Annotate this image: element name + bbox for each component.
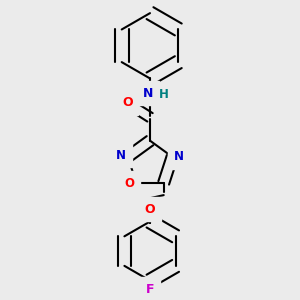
Text: O: O [145, 202, 155, 216]
Text: N: N [116, 149, 126, 162]
Text: H: H [159, 88, 169, 101]
Text: F: F [146, 283, 154, 296]
Text: N: N [143, 87, 154, 100]
Text: O: O [124, 177, 134, 190]
Text: O: O [122, 96, 133, 109]
Text: N: N [174, 150, 184, 163]
